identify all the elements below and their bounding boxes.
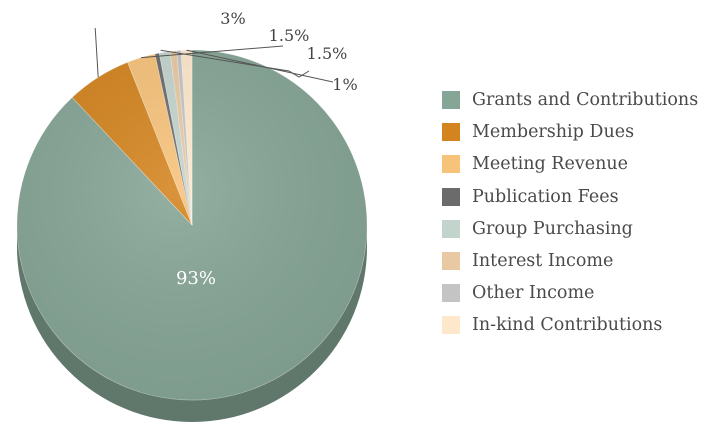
legend-item-group-purchasing: Group Purchasing xyxy=(442,213,698,245)
legend-label: Grants and Contributions xyxy=(472,90,699,111)
legend-swatch xyxy=(442,284,460,303)
legend-item-grants: Grants and Contributions xyxy=(442,84,698,116)
data-label-membership: 3% xyxy=(220,9,245,28)
legend-swatch xyxy=(442,219,460,238)
legend: Grants and Contributions Membership Dues… xyxy=(442,84,698,342)
data-label-meeting: 1.5% xyxy=(269,26,310,45)
legend-item-meeting-revenue: Meeting Revenue xyxy=(442,148,698,180)
legend-swatch xyxy=(442,155,460,174)
leader-line-membership xyxy=(94,27,99,78)
legend-label: Group Purchasing xyxy=(472,218,633,239)
legend-swatch xyxy=(442,316,460,335)
leader-line-in-kind xyxy=(186,49,334,83)
legend-item-in-kind: In-kind Contributions xyxy=(442,309,698,341)
legend-swatch xyxy=(442,91,460,110)
leader-line-meeting xyxy=(141,45,284,59)
legend-label: Interest Income xyxy=(472,251,614,272)
legend-swatch xyxy=(442,123,460,142)
data-label-in-kind: 1% xyxy=(332,75,357,94)
pie-chart: 93% 3% 1.5% 1.5% 1% xyxy=(16,9,368,422)
legend-item-interest-income: Interest Income xyxy=(442,245,698,277)
legend-item-membership-dues: Membership Dues xyxy=(442,116,698,148)
legend-label: Membership Dues xyxy=(472,122,635,143)
legend-item-publication-fees: Publication Fees xyxy=(442,181,698,213)
legend-swatch xyxy=(442,252,460,271)
legend-label: In-kind Contributions xyxy=(472,315,663,336)
legend-item-other-income: Other Income xyxy=(442,277,698,309)
legend-label: Meeting Revenue xyxy=(472,154,628,175)
data-label-group-purchasing: 1.5% xyxy=(307,44,348,63)
legend-label: Other Income xyxy=(472,283,595,304)
leader-lines xyxy=(94,27,334,83)
pie-shading xyxy=(17,50,367,400)
legend-label: Publication Fees xyxy=(472,186,619,207)
legend-swatch xyxy=(442,187,460,206)
data-label-grants: 93% xyxy=(176,268,216,289)
